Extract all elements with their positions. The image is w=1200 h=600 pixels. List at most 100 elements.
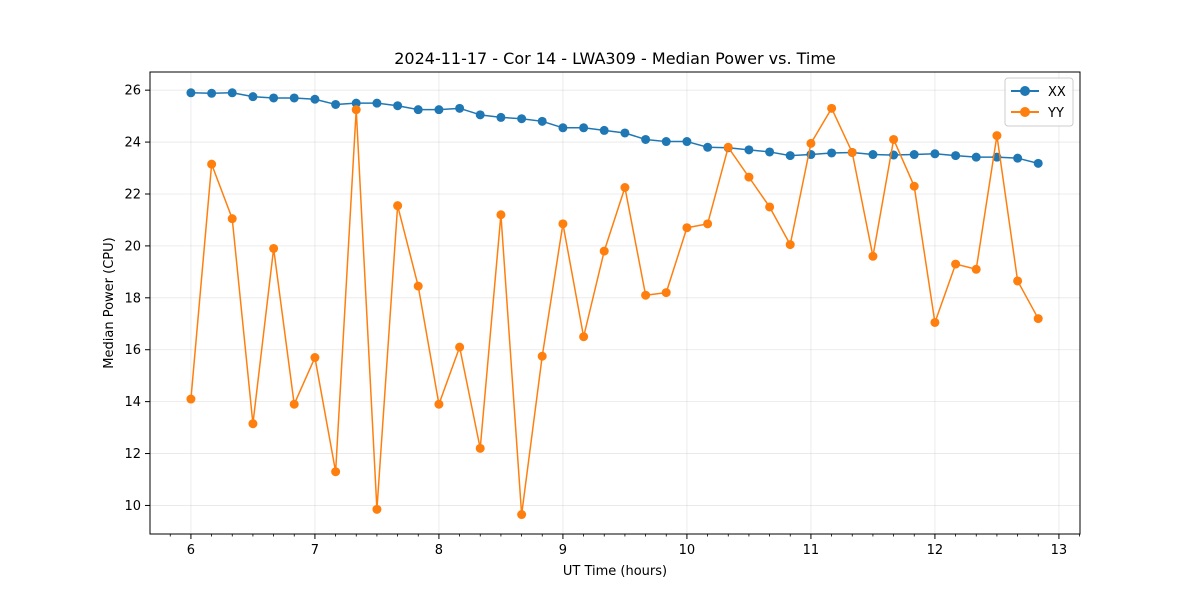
data-point-yy	[889, 134, 899, 144]
data-point-xx	[475, 110, 485, 120]
data-point-xx	[372, 98, 382, 108]
data-point-yy	[703, 219, 713, 229]
data-point-yy	[455, 342, 465, 352]
data-point-yy	[765, 202, 775, 212]
data-point-xx	[661, 137, 671, 147]
data-point-yy	[269, 243, 279, 253]
data-point-xx	[1033, 158, 1043, 168]
data-point-yy	[785, 240, 795, 250]
x-tick-label: 11	[803, 543, 820, 558]
data-point-xx	[1013, 153, 1023, 163]
data-point-xx	[558, 123, 568, 133]
data-point-xx	[744, 145, 754, 155]
legend: XX YY	[1004, 77, 1074, 127]
data-point-yy	[868, 251, 878, 261]
data-point-xx	[455, 103, 465, 113]
data-point-yy	[558, 219, 568, 229]
data-point-yy	[599, 246, 609, 256]
data-point-xx	[620, 128, 630, 138]
y-tick-label: 18	[124, 291, 141, 306]
y-tick-label: 20	[124, 239, 141, 254]
data-point-yy	[289, 399, 299, 409]
data-point-yy	[827, 103, 837, 113]
data-point-xx	[868, 150, 878, 160]
legend-marker-yy	[1020, 107, 1030, 117]
data-point-xx	[579, 123, 589, 133]
data-point-yy	[909, 181, 919, 191]
data-point-yy	[641, 290, 651, 300]
x-tick-label: 13	[1051, 543, 1068, 558]
data-point-xx	[393, 101, 403, 111]
data-point-xx	[310, 94, 320, 104]
data-point-yy	[372, 504, 382, 514]
data-point-xx	[599, 125, 609, 135]
y-tick-label: 12	[124, 447, 141, 462]
data-point-yy	[517, 510, 527, 520]
data-point-xx	[351, 98, 361, 108]
chart-title: 2024-11-17 - Cor 14 - LWA309 - Median Po…	[394, 49, 836, 68]
data-point-xx	[413, 105, 423, 115]
data-point-xx	[269, 93, 279, 103]
x-tick-label: 10	[679, 543, 696, 558]
x-tick-label: 6	[187, 543, 195, 558]
y-tick-label: 10	[124, 499, 141, 514]
y-tick-label: 24	[124, 136, 141, 151]
data-point-yy	[207, 159, 217, 169]
data-point-yy	[682, 223, 692, 233]
data-point-yy	[1013, 276, 1023, 286]
y-tick-label: 26	[124, 84, 141, 99]
data-point-yy	[351, 105, 361, 115]
data-point-xx	[517, 114, 527, 124]
data-point-yy	[971, 264, 981, 274]
data-point-yy	[186, 394, 196, 404]
y-tick-label: 16	[124, 343, 141, 358]
data-point-yy	[331, 467, 341, 477]
data-point-xx	[765, 147, 775, 157]
data-point-yy	[393, 201, 403, 211]
data-point-yy	[475, 443, 485, 453]
plot-frame	[149, 71, 1081, 535]
data-point-xx	[537, 116, 547, 126]
data-point-yy	[744, 172, 754, 182]
data-point-yy	[434, 399, 444, 409]
data-point-xx	[641, 134, 651, 144]
x-axis-label: UT Time (hours)	[563, 564, 667, 579]
legend-label-yy: YY	[1047, 106, 1064, 121]
data-point-yy	[806, 138, 816, 148]
x-tick-label: 7	[311, 543, 319, 558]
data-point-xx	[434, 105, 444, 115]
data-point-xx	[207, 88, 217, 98]
y-tick-label: 14	[124, 395, 141, 410]
x-tick-label: 12	[927, 543, 944, 558]
legend-label-xx: XX	[1048, 85, 1066, 100]
data-point-yy	[227, 214, 237, 224]
data-point-yy	[930, 317, 940, 327]
x-axis-ticks: 6 7 8 9 10 11 12 13	[169, 534, 1080, 558]
data-point-xx	[909, 150, 919, 160]
data-point-xx	[227, 88, 237, 98]
data-point-xx	[827, 148, 837, 158]
data-point-yy	[723, 142, 733, 152]
data-point-xx	[289, 93, 299, 103]
data-point-yy	[248, 419, 258, 429]
data-point-yy	[1033, 314, 1043, 324]
x-tick-label: 9	[559, 543, 567, 558]
y-axis-ticks: 10 12 14 16 18 20 22 24 26	[124, 84, 150, 514]
data-point-xx	[951, 151, 961, 161]
series-yy	[186, 103, 1043, 520]
data-point-yy	[537, 351, 547, 361]
data-point-xx	[703, 142, 713, 152]
y-tick-label: 22	[124, 187, 141, 202]
data-point-xx	[785, 151, 795, 161]
legend-marker-xx	[1020, 86, 1030, 96]
data-point-yy	[661, 288, 671, 298]
series-layer	[186, 88, 1043, 520]
data-point-xx	[496, 112, 506, 122]
data-point-yy	[992, 131, 1002, 141]
data-point-yy	[496, 210, 506, 220]
y-axis-label: Median Power (CPU)	[102, 237, 117, 368]
data-point-yy	[620, 183, 630, 192]
data-point-yy	[847, 147, 857, 157]
data-point-xx	[331, 99, 341, 109]
